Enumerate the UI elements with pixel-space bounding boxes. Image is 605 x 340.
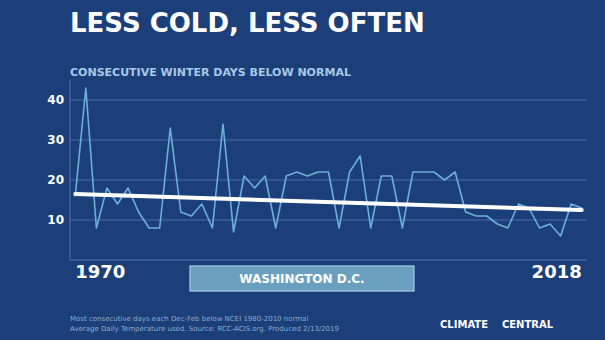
grid-line — [70, 100, 587, 101]
footnote: Most consecutive days each Dec-Feb below… — [70, 315, 308, 323]
grid-line — [70, 180, 587, 181]
credit: CLIMATE CENTRAL — [440, 319, 554, 330]
y-tick-label: 20 — [47, 173, 64, 187]
y-tick-label: 10 — [47, 213, 64, 227]
chart: 10 20 30 40 1970 2018 LESS COLD, LESS OFTEN CON… — [0, 0, 605, 340]
location-label: WASHINGTON D.C. — [239, 272, 364, 286]
subtitle: CONSECUTIVE WINTER DAYS BELOW NORMAL — [70, 66, 351, 79]
y-tick-label: 40 — [47, 93, 64, 107]
location-box — [190, 266, 414, 291]
y-tick-label: 30 — [47, 133, 64, 147]
data-line — [75, 88, 581, 236]
x-tick-label: 1970 — [75, 261, 125, 282]
trend-line — [75, 194, 581, 210]
footnote: Average Daily Temperature used. Source: … — [70, 325, 339, 333]
background — [0, 0, 605, 340]
x-axis-line — [70, 260, 587, 261]
grid-line — [70, 220, 587, 221]
grid-line — [70, 140, 587, 141]
plot-area — [75, 88, 581, 236]
x-tick-label: 2018 — [532, 261, 582, 282]
title: LESS COLD, LESS OFTEN — [70, 8, 425, 38]
y-axis-line — [70, 80, 71, 260]
